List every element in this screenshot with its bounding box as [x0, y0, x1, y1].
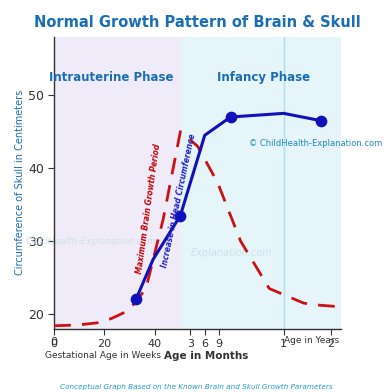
Text: Gestational Age in Weeks: Gestational Age in Weeks	[45, 350, 161, 359]
Point	[318, 118, 324, 124]
Bar	[180, 37, 341, 328]
Text: Intrauterine Phase: Intrauterine Phase	[49, 71, 174, 84]
Point	[227, 114, 234, 120]
Point	[177, 212, 183, 219]
Bar	[54, 37, 180, 328]
Text: ChildHealth-Explanation.com: ChildHealth-Explanation.com	[26, 237, 157, 246]
Text: Maximum Brain Growth Period: Maximum Brain Growth Period	[135, 143, 162, 274]
Text: Explanation.com: Explanation.com	[191, 248, 273, 258]
Y-axis label: Circumference of Skull in Centimeters: Circumference of Skull in Centimeters	[15, 90, 25, 275]
Text: Increase in Head Circumference: Increase in Head Circumference	[160, 133, 198, 269]
Text: Age in Years: Age in Years	[284, 336, 339, 345]
Text: Conceptual Graph Based on the Known Brain and Skull Growth Parameters: Conceptual Graph Based on the Known Brai…	[60, 384, 332, 390]
Text: 0: 0	[51, 338, 58, 347]
Text: © ChildHealth-Explanation.com: © ChildHealth-Explanation.com	[249, 139, 383, 148]
Text: Age in Months: Age in Months	[164, 350, 249, 361]
Text: Infancy Phase: Infancy Phase	[217, 71, 310, 84]
Title: Normal Growth Pattern of Brain & Skull: Normal Growth Pattern of Brain & Skull	[34, 15, 361, 30]
Point	[133, 296, 139, 303]
